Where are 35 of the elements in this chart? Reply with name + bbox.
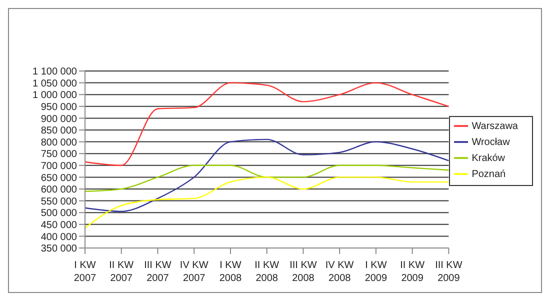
y-tick-label: 550 000 [40, 196, 78, 208]
line-series [84, 176, 450, 229]
y-tick-label: 450 000 [40, 220, 78, 231]
line-series [84, 138, 450, 212]
x-tick-label: IV KW 2007 [180, 260, 209, 284]
y-tick-label: 600 000 [40, 184, 78, 196]
y-tick-label: 400 000 [40, 232, 78, 243]
x-tick-label: III KW 2008 [290, 260, 318, 284]
legend-label: Wrocław [472, 136, 510, 148]
y-tick-label: 750 000 [40, 149, 78, 160]
x-tick-label: I KW 2008 [219, 260, 242, 284]
legend-label: Warszawa [472, 120, 518, 132]
x-tick-label: II KW 2009 [400, 260, 426, 284]
y-tick-label: 700 000 [40, 160, 78, 172]
x-tick-label: I KW 2007 [74, 260, 97, 284]
y-tick-label: 1 100 000 [32, 66, 78, 78]
y-tick-label: 850 000 [40, 126, 78, 137]
line-series [84, 82, 450, 166]
y-tick-label: 950 000 [40, 102, 78, 113]
x-tick-label: III KW 2007 [144, 260, 172, 284]
x-tick-label: IV KW 2008 [325, 260, 354, 284]
y-tick-label: 800 000 [40, 137, 78, 148]
x-tick-label: III KW 2009 [435, 260, 463, 284]
legend-label: Poznań [472, 168, 506, 180]
y-tick-label: 900 000 [40, 114, 78, 125]
legend-label: Kraków [472, 152, 506, 164]
y-tick-label: 1 050 000 [32, 78, 78, 90]
y-tick-label: 350 000 [40, 244, 78, 255]
x-tick-label: II KW 2008 [254, 260, 280, 284]
x-tick-label: II KW 2007 [109, 260, 134, 284]
y-tick-label: 500 000 [40, 208, 78, 220]
line-series [84, 164, 450, 192]
y-tick-label: 1 000 000 [32, 90, 78, 102]
y-tick-label: 650 000 [40, 172, 78, 184]
x-tick-label: I KW 2009 [364, 260, 388, 284]
